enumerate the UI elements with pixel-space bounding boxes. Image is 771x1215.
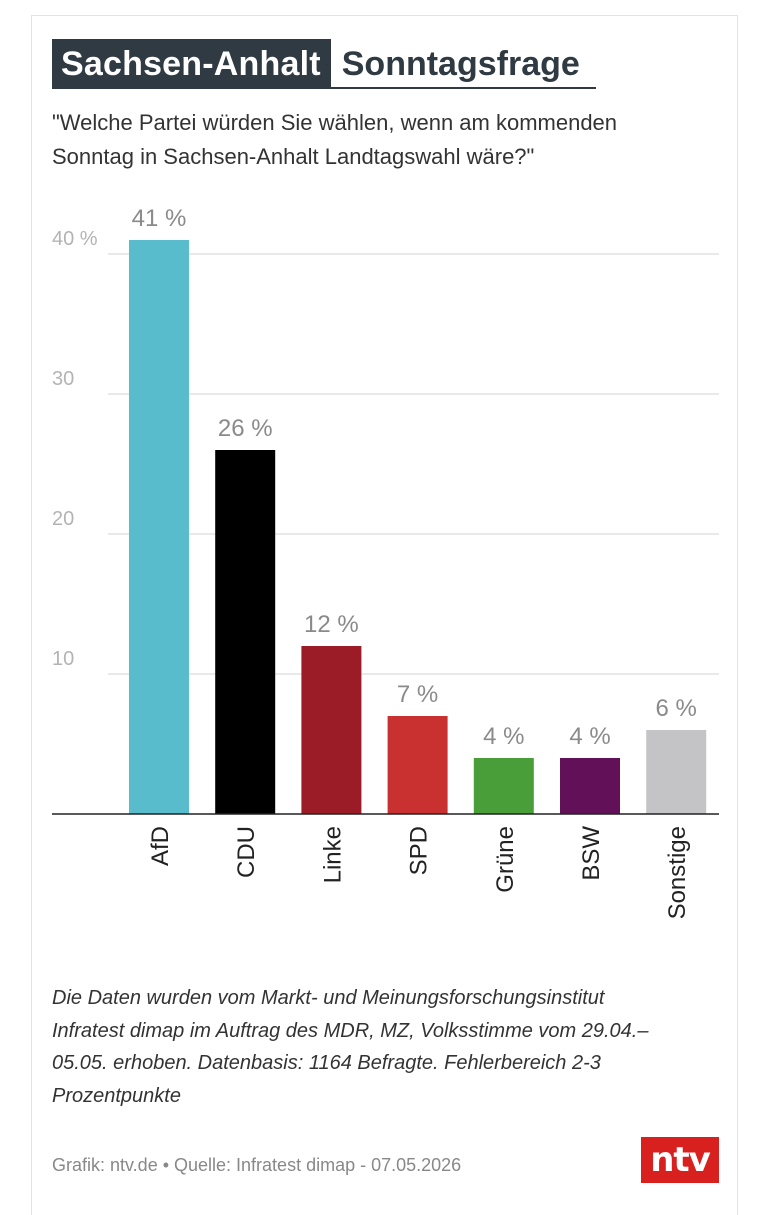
value-label: 6 % [656, 695, 697, 722]
value-label: 12 % [304, 611, 359, 638]
bar [646, 730, 707, 814]
category-label: Sonstige [664, 826, 691, 919]
y-tick-label: 20 [52, 508, 74, 530]
y-tick-label: 30 [52, 368, 74, 390]
bar [473, 758, 534, 814]
bar [215, 450, 276, 814]
methodology-note: Die Daten wurden vom Markt- und Meinungs… [52, 987, 649, 1107]
bar-chart: 10 20 30 40 % 41 % AfD 26 % CDU 12 % Linke 7 % SPD 4… [52, 205, 719, 919]
value-label: 7 % [397, 681, 438, 708]
survey-question: "Welche Partei würden Sie wählen, wenn a… [52, 110, 618, 169]
y-tick-label: 40 % [52, 228, 98, 250]
value-label: 4 % [483, 723, 524, 750]
category-label: SPD [406, 826, 433, 875]
bar [387, 716, 448, 814]
category-label: CDU [233, 826, 260, 878]
bar [560, 758, 620, 814]
bar [301, 646, 362, 814]
ntv-logo: ntv [641, 1137, 719, 1183]
title-topic: Sonntagsfrage [341, 45, 580, 83]
category-label: Linke [319, 826, 346, 883]
value-label: 41 % [132, 205, 187, 232]
source-credit: Grafik: ntv.de • Quelle: Infratest dimap… [52, 1155, 462, 1175]
title-region: Sachsen-Anhalt [52, 39, 331, 87]
category-label: AfD [147, 826, 174, 866]
category-label: BSW [578, 826, 605, 881]
value-label: 26 % [218, 415, 273, 442]
category-label: Grüne [492, 826, 519, 893]
value-label: 4 % [569, 723, 610, 750]
title-bar: Sachsen-Anhalt Sonntagsfrage [52, 39, 596, 89]
bar [129, 240, 189, 814]
y-tick-label: 10 [52, 648, 74, 670]
